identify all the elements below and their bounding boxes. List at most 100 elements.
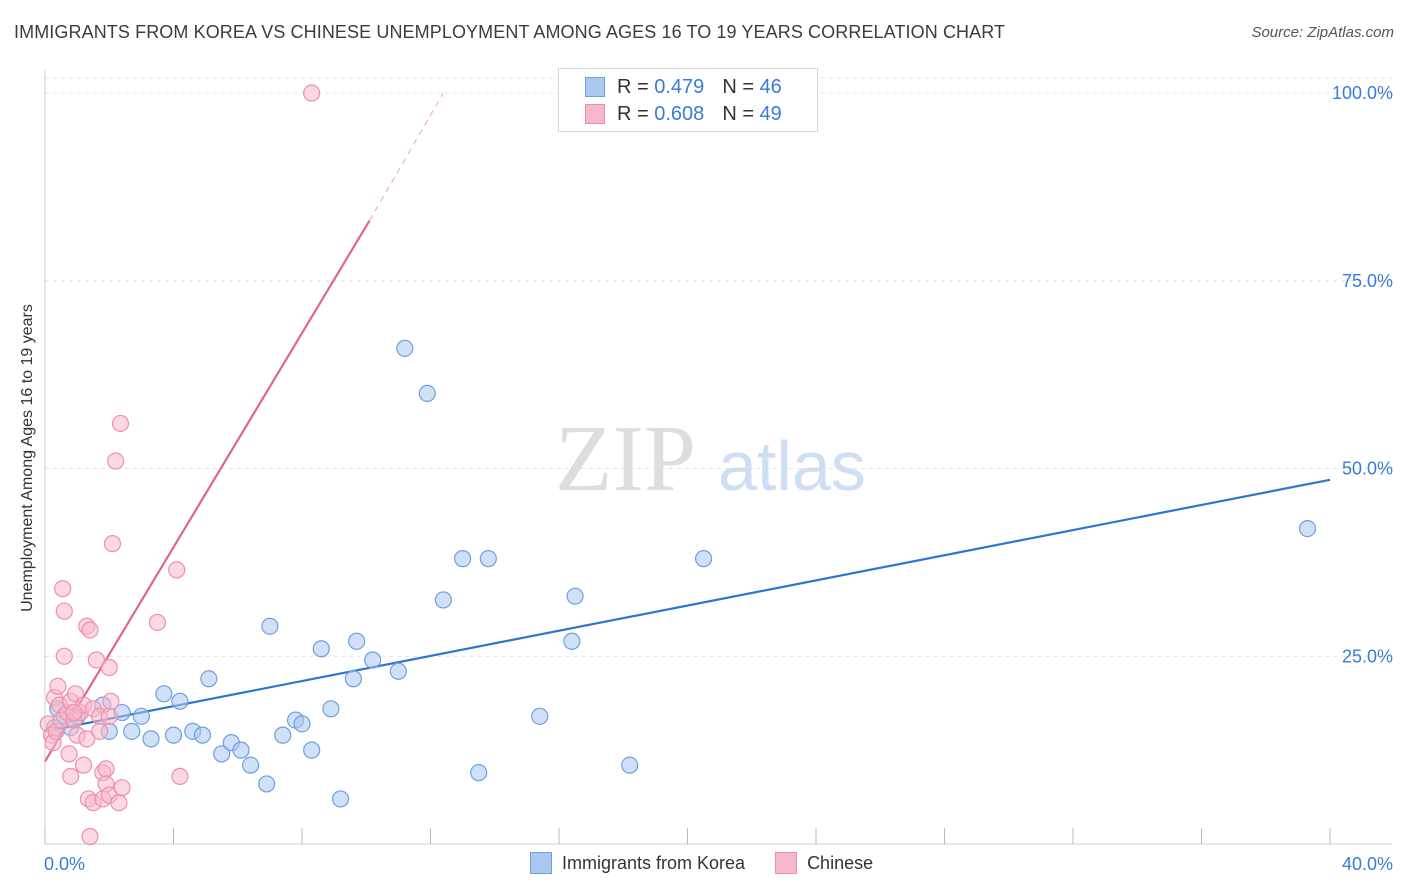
legend-swatch-chinese <box>585 104 605 124</box>
point-korea <box>348 632 366 650</box>
legend-row-korea: R = 0.479 N = 46 <box>585 74 782 100</box>
point-chinese <box>171 767 189 786</box>
watermark-atlas: atlas <box>718 427 866 505</box>
legend-r-label: R = <box>617 75 649 98</box>
legend-n-label: N = <box>722 102 754 125</box>
point-chinese <box>78 730 96 748</box>
point-chinese <box>111 414 130 433</box>
point-korea <box>132 707 150 725</box>
correlation-legend: R = 0.479 N = 46 R = 0.608 N = 49 <box>558 68 818 132</box>
point-chinese <box>102 692 120 710</box>
point-korea <box>142 730 160 748</box>
point-korea <box>566 587 584 605</box>
point-chinese <box>97 760 115 778</box>
point-korea <box>479 550 497 568</box>
point-chinese <box>87 651 106 669</box>
point-chinese <box>148 613 167 632</box>
legend-r-label: R = <box>617 102 649 125</box>
point-korea <box>193 726 212 744</box>
legend-korea-n: 46 <box>759 75 782 98</box>
point-korea <box>258 775 276 793</box>
x-tick-label: 40.0% <box>1342 854 1393 874</box>
axes <box>44 70 1392 845</box>
point-chinese <box>65 703 83 722</box>
point-chinese <box>49 677 67 695</box>
point-chinese <box>103 535 122 553</box>
point-chinese <box>74 756 93 774</box>
trend-line <box>44 220 371 762</box>
point-chinese <box>91 722 109 740</box>
point-korea <box>155 685 173 703</box>
legend-row-chinese: R = 0.608 N = 49 <box>585 101 782 127</box>
trend-line-extension <box>369 92 444 221</box>
grid-lines <box>45 77 1392 657</box>
series-label-chinese: Chinese <box>807 852 874 873</box>
y-tick-label: 75.0% <box>1342 271 1393 291</box>
point-korea <box>232 741 250 759</box>
point-korea <box>454 550 472 568</box>
point-korea <box>322 700 340 718</box>
point-korea <box>261 617 279 635</box>
point-chinese <box>303 84 321 102</box>
watermark-zip: ZIP <box>555 407 696 511</box>
point-korea <box>389 662 407 680</box>
point-korea <box>274 726 292 744</box>
series-label-korea: Immigrants from Korea <box>562 852 746 873</box>
chart-title: IMMIGRANTS FROM KOREA VS CHINESE UNEMPLO… <box>14 22 1006 42</box>
point-chinese <box>168 561 186 579</box>
x-tick-label: 0.0% <box>44 854 85 874</box>
point-korea <box>418 384 436 403</box>
y-tick-label: 100.0% <box>1332 83 1393 103</box>
data-points <box>39 84 1317 846</box>
tick-labels: 25.0% 50.0% 75.0% 100.0% 0.0% 40.0% <box>44 83 1393 874</box>
legend-swatch-korea <box>585 77 605 97</box>
point-korea <box>434 591 452 609</box>
point-korea <box>164 726 183 744</box>
point-chinese <box>60 745 78 763</box>
point-korea <box>303 741 321 759</box>
point-korea <box>396 339 414 357</box>
point-korea <box>364 651 382 669</box>
y-tick-label: 25.0% <box>1342 646 1393 666</box>
point-korea <box>531 707 549 725</box>
point-korea <box>470 764 488 782</box>
point-korea <box>1298 519 1317 538</box>
legend-chinese-n: 49 <box>759 102 782 125</box>
point-korea <box>171 692 189 710</box>
point-chinese <box>55 602 73 620</box>
point-korea <box>242 756 260 774</box>
point-chinese <box>81 827 99 846</box>
legend-chinese-r: 0.608 <box>654 102 705 125</box>
legend-n-label: N = <box>722 75 754 98</box>
point-korea <box>331 790 350 808</box>
point-chinese <box>55 647 73 665</box>
point-korea <box>293 715 311 733</box>
point-korea <box>123 722 141 740</box>
point-chinese <box>62 767 80 786</box>
point-korea <box>200 670 218 688</box>
point-korea <box>621 756 639 774</box>
y-tick-label: 50.0% <box>1342 459 1393 479</box>
series-swatch-korea <box>530 852 552 874</box>
watermark: ZIP atlas <box>555 407 866 511</box>
point-chinese <box>81 621 99 639</box>
point-korea <box>312 640 330 658</box>
point-chinese <box>100 707 118 725</box>
legend-korea-r: 0.479 <box>654 75 705 98</box>
series-legend: Immigrants from Korea Chinese <box>530 852 903 874</box>
trend-lines <box>44 92 1331 762</box>
point-chinese <box>113 779 131 797</box>
series-legend-chinese[interactable]: Chinese <box>775 852 873 874</box>
point-chinese <box>110 794 128 812</box>
point-korea <box>344 670 362 688</box>
point-korea <box>694 550 713 568</box>
series-swatch-chinese <box>775 852 798 874</box>
point-chinese <box>100 658 118 677</box>
series-legend-korea[interactable]: Immigrants from Korea <box>530 852 745 874</box>
trend-line <box>44 478 1331 733</box>
point-korea <box>213 745 231 763</box>
point-chinese <box>54 580 72 598</box>
point-korea <box>563 632 581 650</box>
source-label: Source: ZipAtlas.com <box>1251 24 1394 41</box>
